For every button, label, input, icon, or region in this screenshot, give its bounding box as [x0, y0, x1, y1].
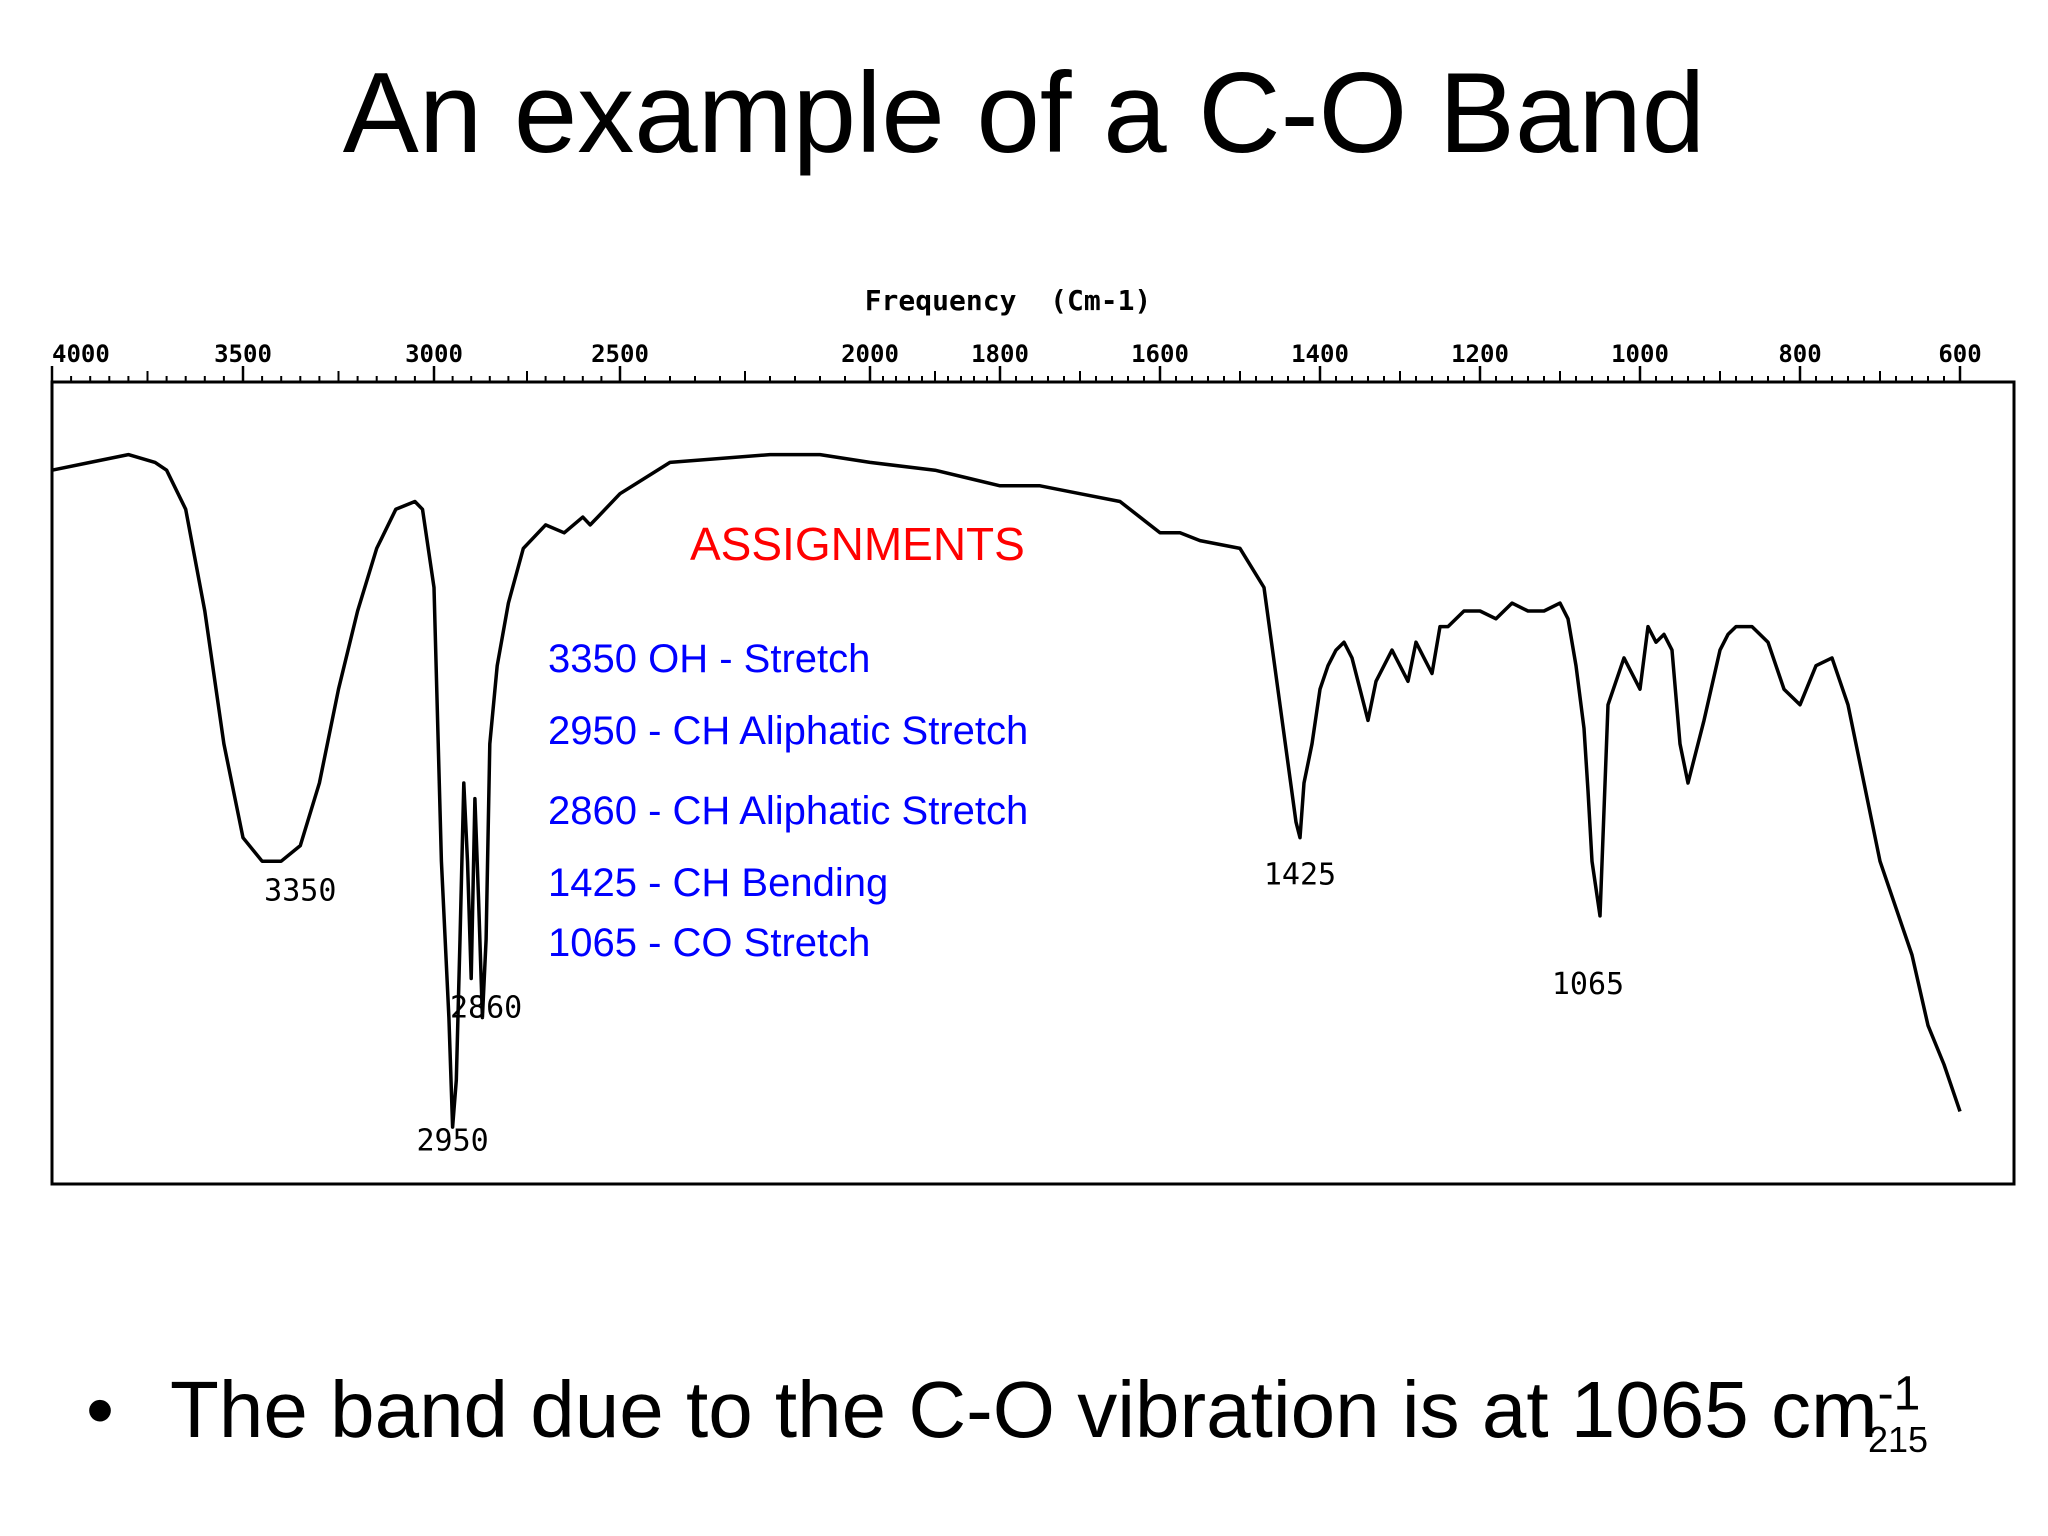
peak-label: 2950 — [416, 1124, 488, 1159]
bullet-symbol: • — [86, 1365, 115, 1454]
x-tick-label: 1600 — [1131, 340, 1189, 368]
x-axis-label: Frequency (Cm-1) — [865, 284, 1152, 317]
assignment-item: 2860 - CH Aliphatic Stretch — [548, 789, 1028, 833]
x-tick-label: 4000 — [52, 340, 110, 368]
peak-label: 3350 — [264, 873, 336, 908]
slide-title: An example of a C-O Band — [342, 50, 1706, 177]
x-tick-label: 1200 — [1451, 340, 1509, 368]
bullet-point: • The band due to the C-O vibration is at… — [86, 1362, 1920, 1458]
peak-labels: 3350 2950 2860 1425 1065 — [264, 858, 1624, 1159]
assignments-list: 3350 OH - Stretch 2950 - CH Aliphatic Str… — [548, 637, 1028, 965]
x-tick-label: 1800 — [971, 340, 1029, 368]
x-tick-label: 2000 — [841, 340, 899, 368]
bullet-text: The band due to the C-O vibration is at … — [170, 1365, 1920, 1454]
x-tick-label: 3000 — [405, 340, 463, 368]
assignments-title: ASSIGNMENTS — [690, 518, 1025, 570]
plot-frame — [50, 380, 2016, 1186]
x-tick-label: 600 — [1938, 340, 1981, 368]
x-tick-label: 3500 — [214, 340, 272, 368]
x-tick-label: 1400 — [1291, 340, 1349, 368]
x-tick-label: 2500 — [591, 340, 649, 368]
ir-spectrum-chart: Frequency (Cm-1) 4000 3500 3000 2500 2000 180… — [50, 284, 2016, 1186]
peak-label: 1065 — [1552, 967, 1624, 1002]
x-axis-ticks: 4000 3500 3000 2500 2000 1800 1600 1400 1200 1000… — [50, 340, 2014, 384]
assignment-item: 1065 - CO Stretch — [548, 921, 870, 965]
bullet-text-main: The band due to the C-O vibration is at … — [170, 1365, 1878, 1454]
peak-label: 1425 — [1264, 858, 1336, 893]
x-tick-label: 1000 — [1611, 340, 1669, 368]
spectrum-line — [51, 452, 1962, 1129]
page-number: 215 — [1868, 1419, 1929, 1460]
assignment-item: 2950 - CH Aliphatic Stretch — [548, 709, 1028, 753]
x-tick-label: 800 — [1778, 340, 1821, 368]
assignment-item: 3350 OH - Stretch — [548, 637, 870, 681]
peak-label: 2860 — [450, 991, 522, 1026]
assignment-item: 1425 - CH Bending — [548, 861, 888, 905]
bullet-superscript: -1 — [1877, 1367, 1921, 1421]
